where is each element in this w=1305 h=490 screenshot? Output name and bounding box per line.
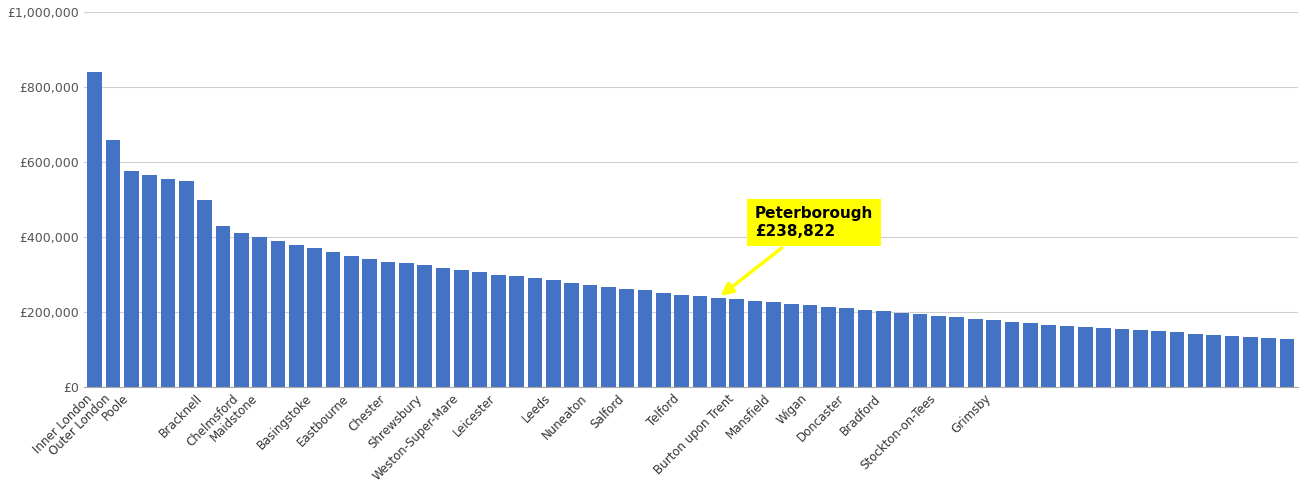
Bar	[1206, 335, 1221, 387]
Bar	[270, 241, 286, 387]
Bar	[766, 302, 780, 387]
Bar	[308, 248, 322, 387]
Bar	[564, 283, 579, 387]
Bar	[1023, 323, 1037, 387]
Bar	[124, 172, 138, 387]
Bar	[1096, 328, 1111, 387]
Bar	[472, 272, 487, 387]
Bar	[950, 318, 964, 387]
Bar	[932, 316, 946, 387]
Bar	[1133, 330, 1147, 387]
Bar	[454, 270, 468, 387]
Bar	[839, 308, 853, 387]
Bar	[1169, 332, 1185, 387]
Bar	[821, 307, 835, 387]
Bar	[1041, 324, 1056, 387]
Bar	[784, 304, 799, 387]
Bar	[363, 259, 377, 387]
Bar	[1280, 339, 1295, 387]
Bar	[87, 72, 102, 387]
Bar	[876, 312, 891, 387]
Text: Peterborough
£238,822: Peterborough £238,822	[723, 206, 873, 294]
Bar	[106, 140, 120, 387]
Bar	[857, 310, 873, 387]
Bar	[1244, 337, 1258, 387]
Bar	[803, 305, 817, 387]
Bar	[288, 245, 304, 387]
Bar	[1224, 336, 1240, 387]
Bar	[582, 285, 598, 387]
Bar	[509, 276, 523, 387]
Bar	[1188, 334, 1203, 387]
Bar	[968, 319, 983, 387]
Bar	[197, 199, 211, 387]
Bar	[234, 233, 249, 387]
Bar	[638, 291, 652, 387]
Bar	[179, 181, 193, 387]
Bar	[693, 296, 707, 387]
Bar	[620, 289, 634, 387]
Bar	[491, 275, 505, 387]
Bar	[1060, 326, 1074, 387]
Bar	[1005, 322, 1019, 387]
Bar	[418, 265, 432, 387]
Bar	[399, 264, 414, 387]
Bar	[912, 315, 928, 387]
Bar	[527, 278, 542, 387]
Bar	[675, 294, 689, 387]
Bar	[656, 293, 671, 387]
Bar	[381, 262, 395, 387]
Bar	[436, 268, 450, 387]
Bar	[1114, 329, 1129, 387]
Bar	[545, 280, 561, 387]
Bar	[1262, 338, 1276, 387]
Bar	[600, 287, 616, 387]
Bar	[711, 297, 726, 387]
Bar	[894, 313, 910, 387]
Bar	[987, 320, 1001, 387]
Bar	[161, 179, 175, 387]
Bar	[142, 175, 157, 387]
Bar	[326, 252, 341, 387]
Bar	[252, 237, 268, 387]
Bar	[1151, 331, 1165, 387]
Bar	[345, 256, 359, 387]
Bar	[215, 226, 230, 387]
Bar	[729, 299, 744, 387]
Bar	[748, 301, 762, 387]
Bar	[1078, 327, 1092, 387]
